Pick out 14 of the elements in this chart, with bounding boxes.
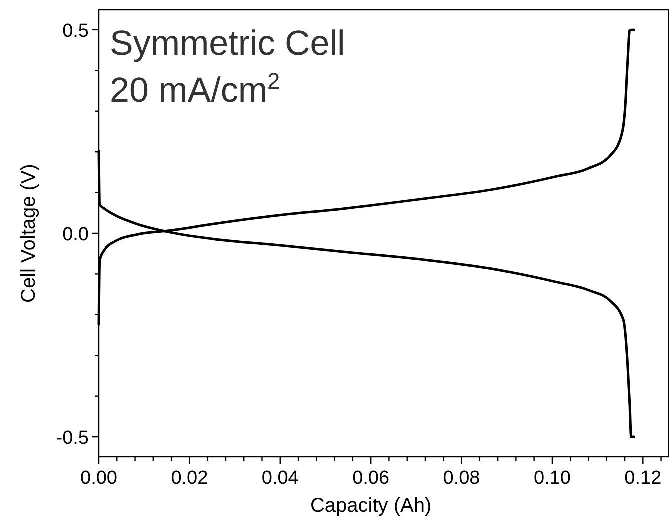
x-tick-label: 0.00 — [80, 468, 118, 489]
annotation: Symmetric Cell — [110, 24, 346, 63]
y-tick-label: -0.5 — [56, 428, 89, 450]
x-tick-label: 0.10 — [534, 468, 571, 489]
y-tick-label: 0.0 — [62, 224, 89, 246]
y-axis-title: Cell Voltage (V) — [18, 164, 40, 303]
x-axis-title: Capacity (Ah) — [310, 495, 432, 517]
x-tick-label: 0.06 — [352, 468, 390, 489]
x-tick-label: 0.12 — [624, 468, 662, 489]
annotation: 20 mA/cm$^{2}$ — [110, 68, 280, 110]
x-tick-label: 0.08 — [443, 468, 480, 489]
y-tick-label: 0.5 — [62, 20, 89, 42]
x-tick-label: 0.02 — [171, 468, 208, 489]
x-tick-label: 0.04 — [262, 468, 300, 489]
